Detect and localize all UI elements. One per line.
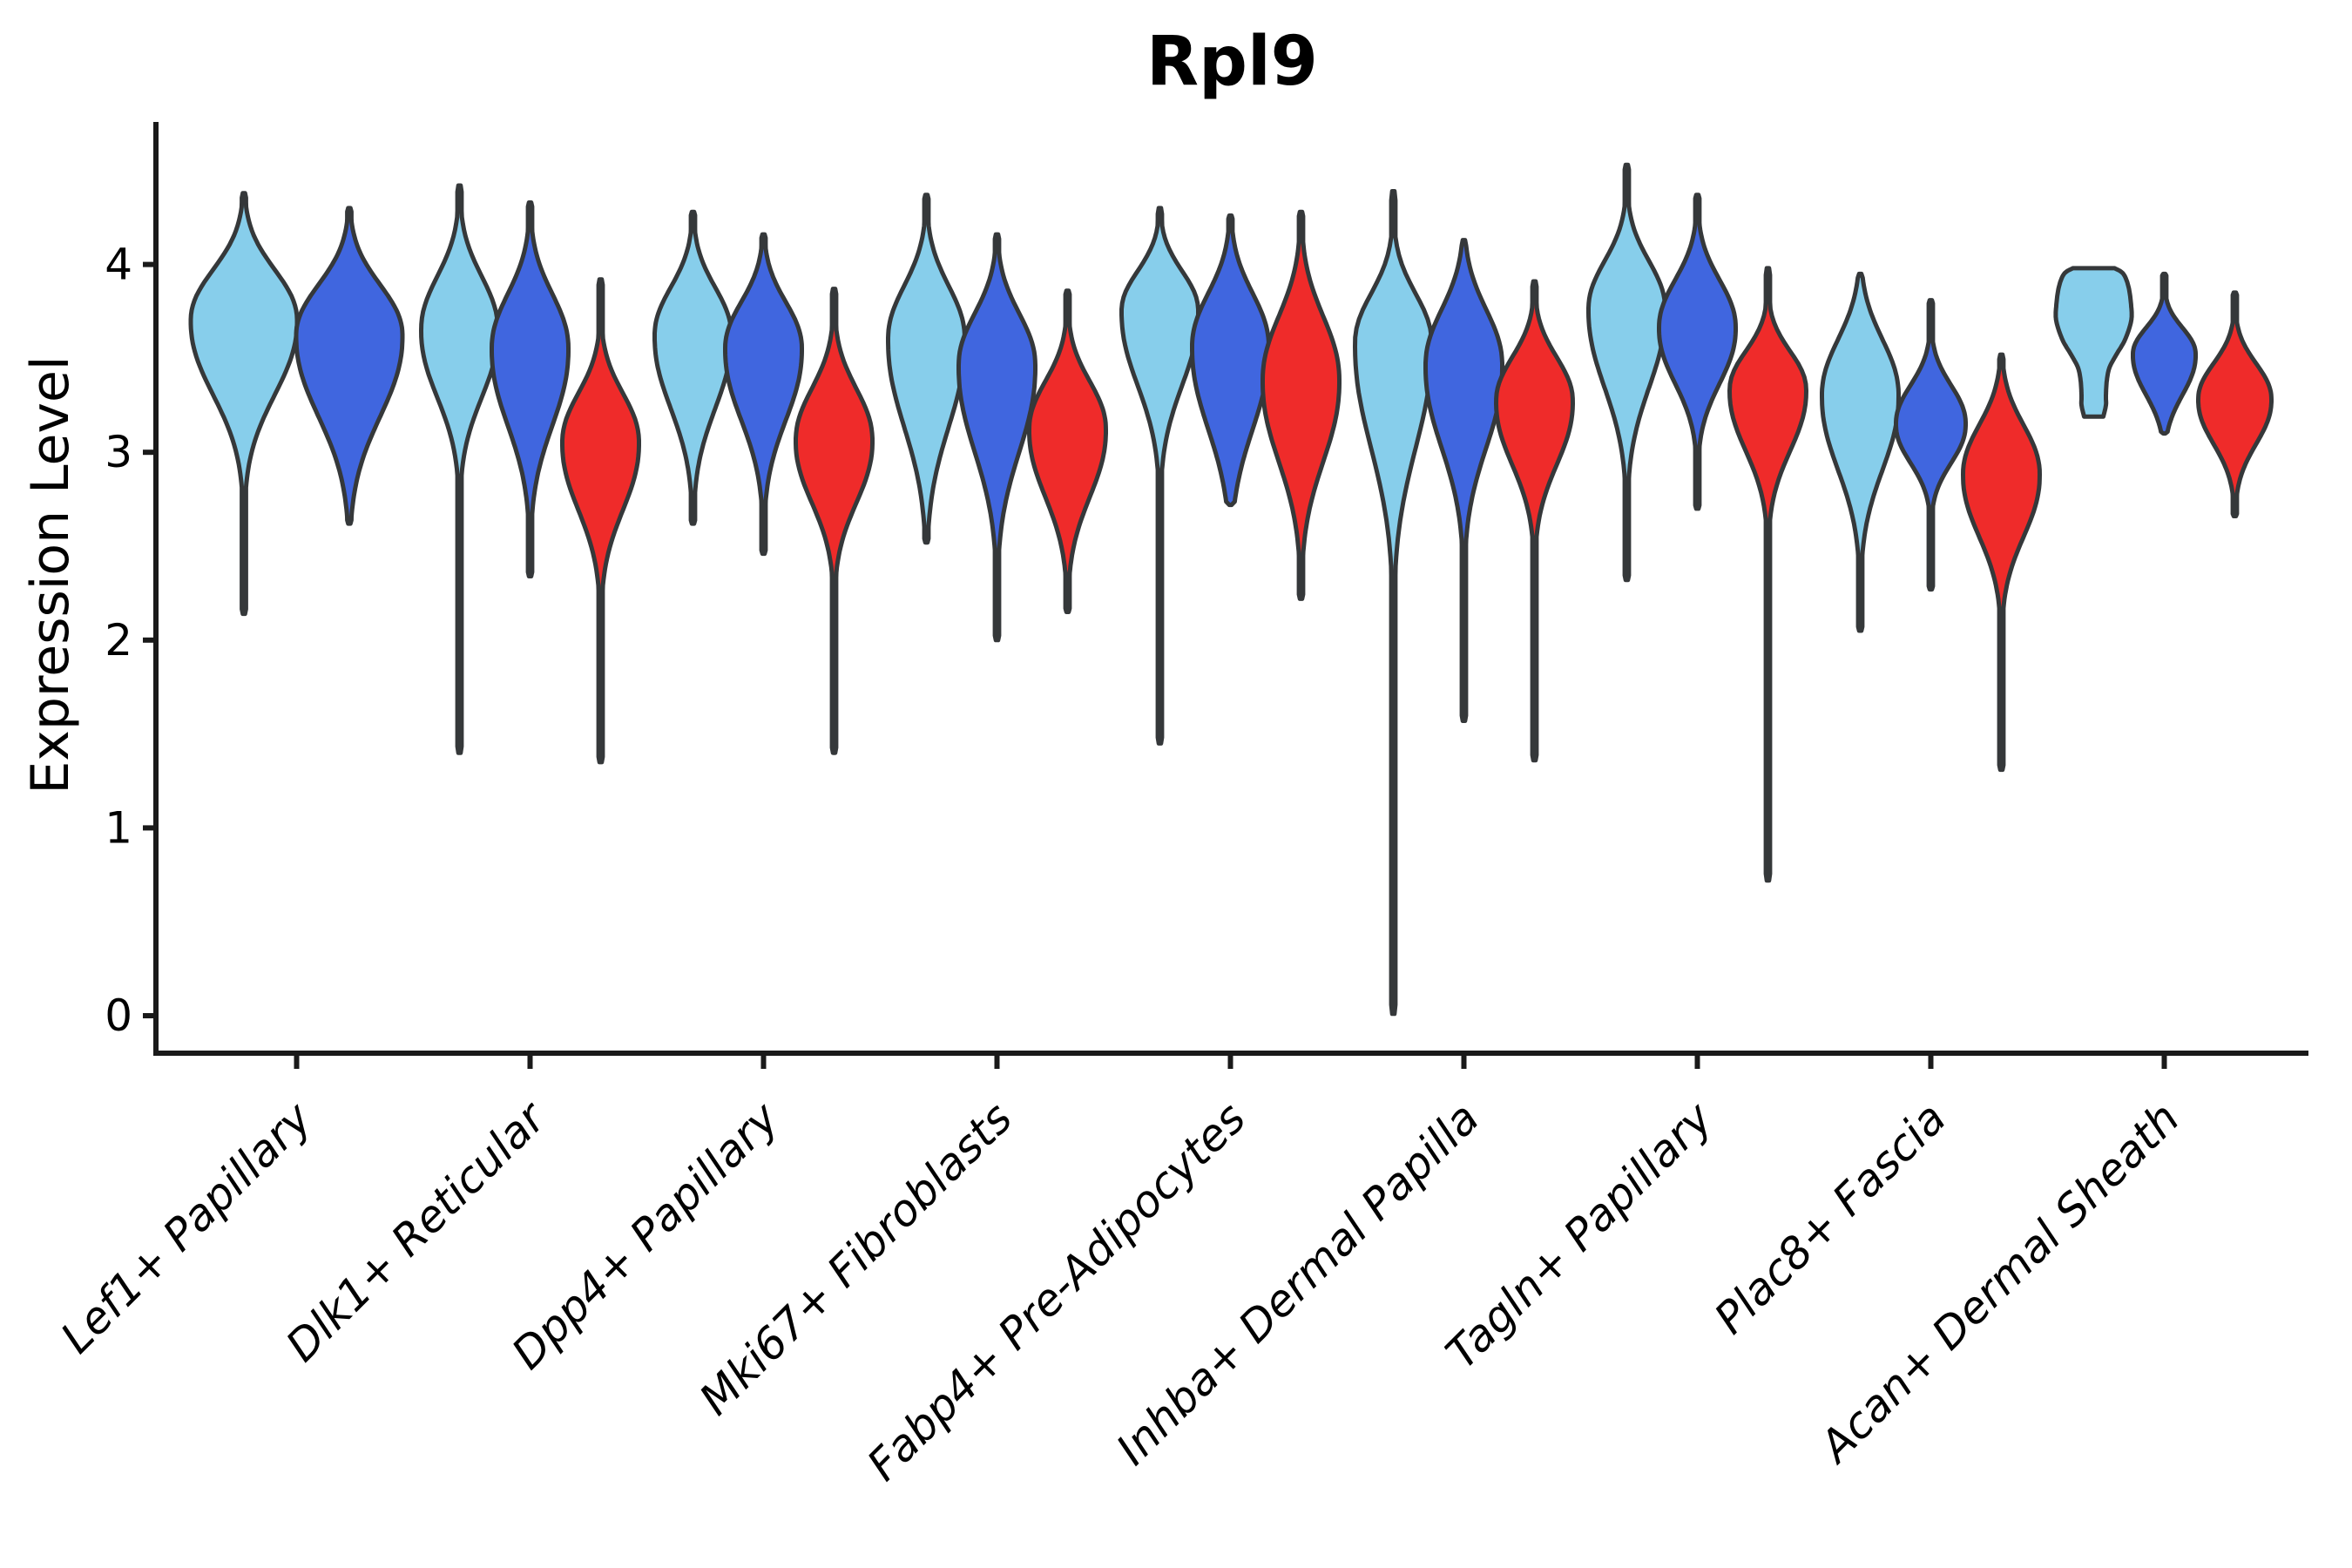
violin-inhba-dermal-papilla-skyblue-violin <box>1353 189 1434 1017</box>
violin-acan-dermal-sheath-royalblue-violin <box>2131 271 2198 436</box>
y-axis-title: Expression Level <box>20 355 81 794</box>
violin-mki67-fibroblasts-red-violin <box>1027 288 1108 614</box>
chart-title: Rpl9 <box>1146 23 1318 101</box>
violin-tagln-papillary-red-violin <box>1727 266 1808 883</box>
x-tick-label: Plac8+ Fascia <box>1705 1092 1956 1343</box>
violin-lef1-papillary-skyblue-violin <box>188 191 300 617</box>
violin-plac8-fascia-red-violin <box>1961 352 2042 773</box>
violin-dpp4-papillary-royalblue-violin <box>723 232 804 557</box>
violin-fabp4-pre-adipocytes-skyblue-violin <box>1119 206 1200 746</box>
violin-acan-dermal-sheath-skyblue-violin <box>2053 266 2134 419</box>
violin-tagln-papillary-skyblue-violin <box>1586 162 1667 583</box>
violin-plac8-fascia-royalblue-violin <box>1894 298 1968 592</box>
violin-lef1-papillary-royalblue-violin <box>294 206 405 526</box>
y-tick-label: 1 <box>105 802 132 853</box>
y-tick-label: 0 <box>105 990 132 1041</box>
violin-plac8-fascia-skyblue-violin <box>1820 271 1901 633</box>
violin-mki67-fibroblasts-royalblue-violin <box>956 232 1037 643</box>
x-tick-label: Dlk1+ Reticular <box>276 1091 557 1371</box>
violin-acan-dermal-sheath-red-violin <box>2196 290 2274 518</box>
violin-tagln-papillary-royalblue-violin <box>1657 193 1738 511</box>
x-tick-label: Fabp4+ Pre-Adipocytes <box>857 1092 1255 1490</box>
y-tick-label: 4 <box>105 240 132 290</box>
violin-dlk1-reticular-red-violin <box>560 277 641 765</box>
violin-fabp4-pre-adipocytes-red-violin <box>1260 209 1342 601</box>
y-tick-label: 2 <box>105 615 132 666</box>
x-tick-label: Lef1+ Papillary <box>51 1092 322 1362</box>
violin-dpp4-papillary-skyblue-violin <box>652 209 733 526</box>
violin-dpp4-papillary-red-violin <box>794 287 875 755</box>
violin-inhba-dermal-papilla-red-violin <box>1494 279 1575 763</box>
violin-inhba-dermal-papilla-royalblue-violin <box>1423 238 1504 723</box>
violin-fabp4-pre-adipocytes-royalblue-violin <box>1190 213 1271 508</box>
y-tick-label: 3 <box>105 427 132 477</box>
violin-dlk1-reticular-skyblue-violin <box>419 183 500 755</box>
violin-dlk1-reticular-royalblue-violin <box>490 200 571 578</box>
violin-mki67-fibroblasts-skyblue-violin <box>886 193 967 545</box>
